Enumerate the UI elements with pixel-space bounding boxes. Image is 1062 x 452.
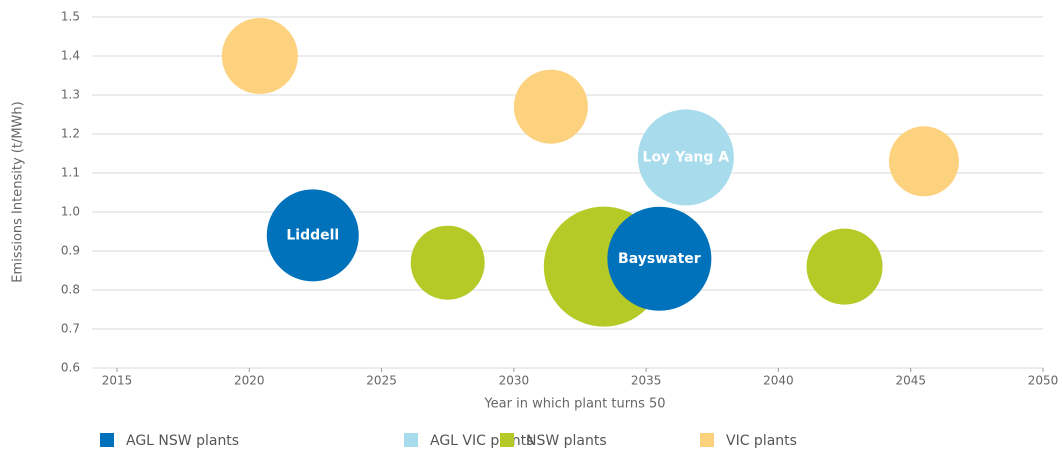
x-tick-label: 2035	[631, 374, 662, 388]
x-tick-label: 2040	[763, 374, 794, 388]
bubble-label: Loy Yang A	[643, 149, 730, 165]
x-tick-label: 2050	[1028, 374, 1059, 388]
y-tick-label: 1.5	[61, 10, 80, 24]
legend-swatch	[404, 433, 418, 447]
bubble	[806, 228, 883, 305]
legend-swatch	[700, 433, 714, 447]
bubble	[513, 69, 588, 144]
y-tick-label: 1.4	[61, 49, 80, 63]
bubble	[266, 189, 359, 282]
y-tick-label: 0.6	[61, 361, 80, 375]
legend-label: AGL VIC plants	[430, 433, 533, 449]
bubble	[637, 109, 734, 206]
y-tick-label: 1.2	[61, 127, 80, 141]
x-tick-label: 2045	[895, 374, 926, 388]
y-tick-label: 1.3	[61, 88, 80, 102]
y-axis-label: Emissions Intensity (t/MWh)	[11, 101, 26, 282]
x-axis-label: Year in which plant turns 50	[483, 397, 665, 412]
y-tick-label: 0.7	[61, 322, 80, 336]
legend-label: VIC plants	[726, 433, 797, 449]
y-tick-label: 0.8	[61, 283, 80, 297]
x-tick-label: 2030	[499, 374, 530, 388]
x-tick-label: 2025	[366, 374, 397, 388]
bubble-label: Liddell	[286, 227, 339, 243]
legend-label: AGL NSW plants	[126, 433, 239, 449]
legend-swatch	[100, 433, 114, 447]
bubble	[607, 206, 712, 311]
y-tick-label: 1.0	[61, 205, 80, 219]
bubble	[221, 18, 298, 94]
y-tick-label: 1.1	[61, 166, 80, 180]
legend-label: NSW plants	[526, 433, 607, 449]
legend-swatch	[500, 433, 514, 447]
bubble-label: Bayswater	[618, 251, 701, 267]
y-tick-label: 0.9	[61, 244, 80, 258]
bubble	[888, 126, 959, 197]
bubble	[410, 225, 485, 300]
x-tick-label: 2015	[102, 374, 133, 388]
x-tick-label: 2020	[234, 374, 265, 388]
